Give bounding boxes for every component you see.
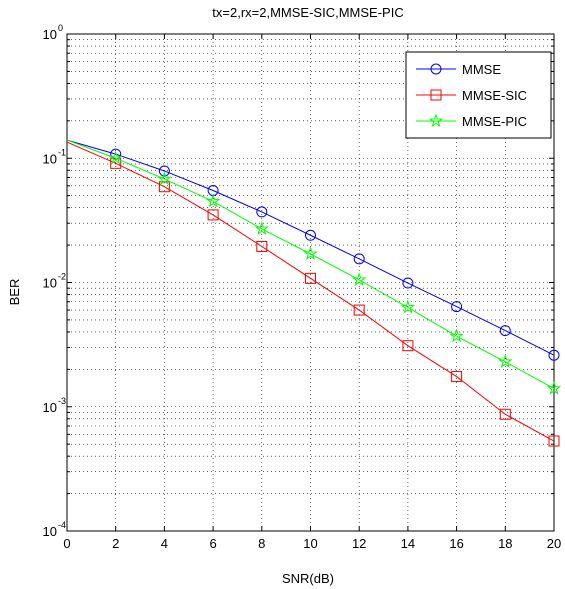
square-marker: [207, 209, 219, 221]
x-tick-label: 0: [63, 536, 70, 551]
x-tick-label: 16: [449, 536, 463, 551]
square-marker: [548, 435, 560, 447]
legend: MMSE MMSE-SIC MMSE-PIC: [405, 51, 552, 139]
series-line: [66, 139, 555, 390]
y-axis-label: BER: [7, 279, 22, 306]
legend-label: MMSE: [462, 62, 501, 77]
star-marker: [352, 272, 367, 286]
circle-marker: [256, 206, 268, 218]
circle-marker: [402, 277, 414, 289]
star-marker: [400, 299, 416, 314]
x-tick-label: 10: [303, 536, 317, 551]
x-tick-label: 6: [209, 536, 216, 551]
y-tick-exponent: -1: [58, 147, 66, 157]
circle-marker: [548, 349, 560, 361]
star-marker: [108, 150, 123, 165]
square-marker: [430, 89, 442, 101]
series-line: [66, 141, 555, 442]
star-marker: [303, 246, 318, 260]
circle-marker: [430, 63, 442, 75]
y-tick-exponent: -3: [58, 396, 66, 406]
circle-marker: [353, 253, 365, 265]
y-tick-exponent: -2: [58, 272, 66, 282]
circle-marker: [158, 165, 170, 177]
y-tick-label: 10: [43, 151, 57, 166]
y-tick-label: 10: [43, 524, 57, 539]
y-tick-exponent: 0: [58, 23, 63, 33]
x-tick-label: 8: [258, 536, 265, 551]
series-layer: [66, 139, 562, 447]
legend-label: MMSE-PIC: [462, 114, 527, 129]
square-marker: [402, 340, 414, 352]
square-marker: [451, 371, 463, 383]
circle-marker: [499, 325, 511, 337]
y-tick-label: 10: [43, 276, 57, 291]
star-marker: [205, 193, 221, 208]
series-mmse: [66, 139, 560, 361]
x-tick-label: 18: [498, 536, 512, 551]
series-mmse-pic: [66, 139, 562, 395]
star-marker: [157, 171, 172, 186]
star-marker: [546, 381, 562, 395]
y-tick-label: 10: [43, 27, 57, 42]
chart-title: tx=2,rx=2,MMSE-SIC,MMSE-PIC: [212, 5, 403, 20]
x-tick-label: 20: [547, 536, 561, 551]
y-tick-label: 10: [43, 400, 57, 415]
square-marker: [499, 408, 511, 420]
star-marker: [449, 328, 464, 343]
star-marker: [254, 221, 269, 235]
circle-marker: [451, 301, 463, 313]
legend-label: MMSE-SIC: [462, 88, 527, 103]
circle-marker: [110, 148, 122, 160]
star-marker: [428, 113, 444, 128]
star-marker: [498, 354, 513, 368]
x-axis-label: SNR(dB): [282, 571, 334, 586]
circle-marker: [305, 229, 316, 241]
square-marker: [256, 240, 268, 252]
x-tick-label: 14: [401, 536, 415, 551]
square-marker: [305, 272, 316, 284]
y-tick-exponent: -4: [58, 520, 66, 530]
x-tick-label: 12: [352, 536, 366, 551]
x-tick-label: 2: [112, 536, 119, 551]
x-tick-label: 4: [161, 536, 168, 551]
square-marker: [353, 304, 365, 316]
series-line: [66, 139, 555, 356]
